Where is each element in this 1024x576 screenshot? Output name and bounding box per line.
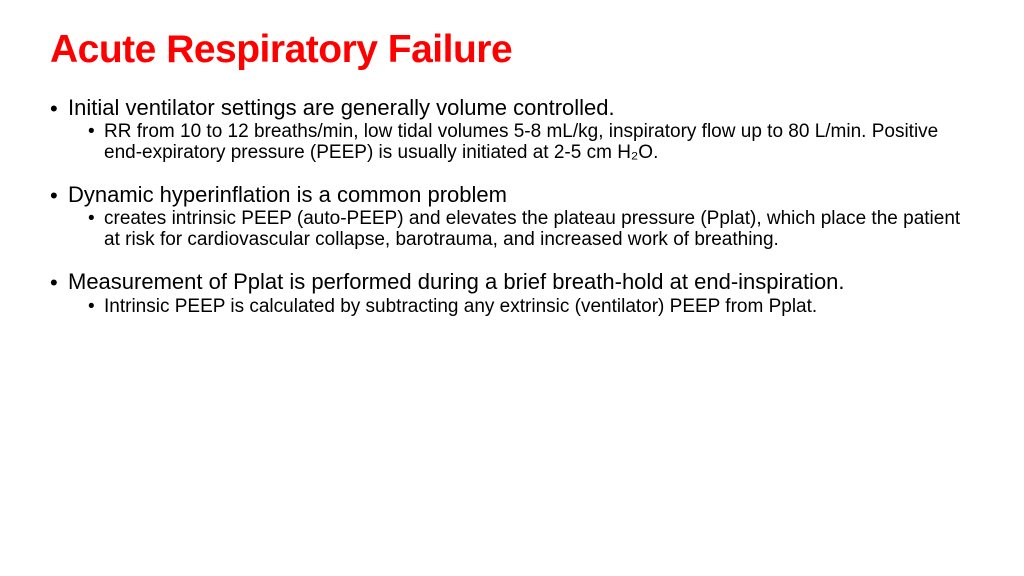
slide-title: Acute Respiratory Failure [50,28,974,72]
list-item: Measurement of Pplat is performed during… [50,270,974,317]
bullet-main: Measurement of Pplat is performed during… [68,270,974,294]
bullet-list: Initial ventilator settings are generall… [50,96,974,317]
bullet-sub: RR from 10 to 12 breaths/min, low tidal … [68,122,974,163]
bullet-sub: Intrinsic PEEP is calculated by subtract… [68,297,974,318]
bullet-main: Dynamic hyperinflation is a common probl… [68,183,974,207]
list-item: Initial ventilator settings are generall… [50,96,974,163]
sub-list: creates intrinsic PEEP (auto-PEEP) and e… [68,209,974,250]
list-item: Dynamic hyperinflation is a common probl… [50,183,974,250]
bullet-sub: creates intrinsic PEEP (auto-PEEP) and e… [68,209,974,250]
bullet-main: Initial ventilator settings are generall… [68,96,974,120]
sub-list: RR from 10 to 12 breaths/min, low tidal … [68,122,974,163]
sub-list: Intrinsic PEEP is calculated by subtract… [68,297,974,318]
